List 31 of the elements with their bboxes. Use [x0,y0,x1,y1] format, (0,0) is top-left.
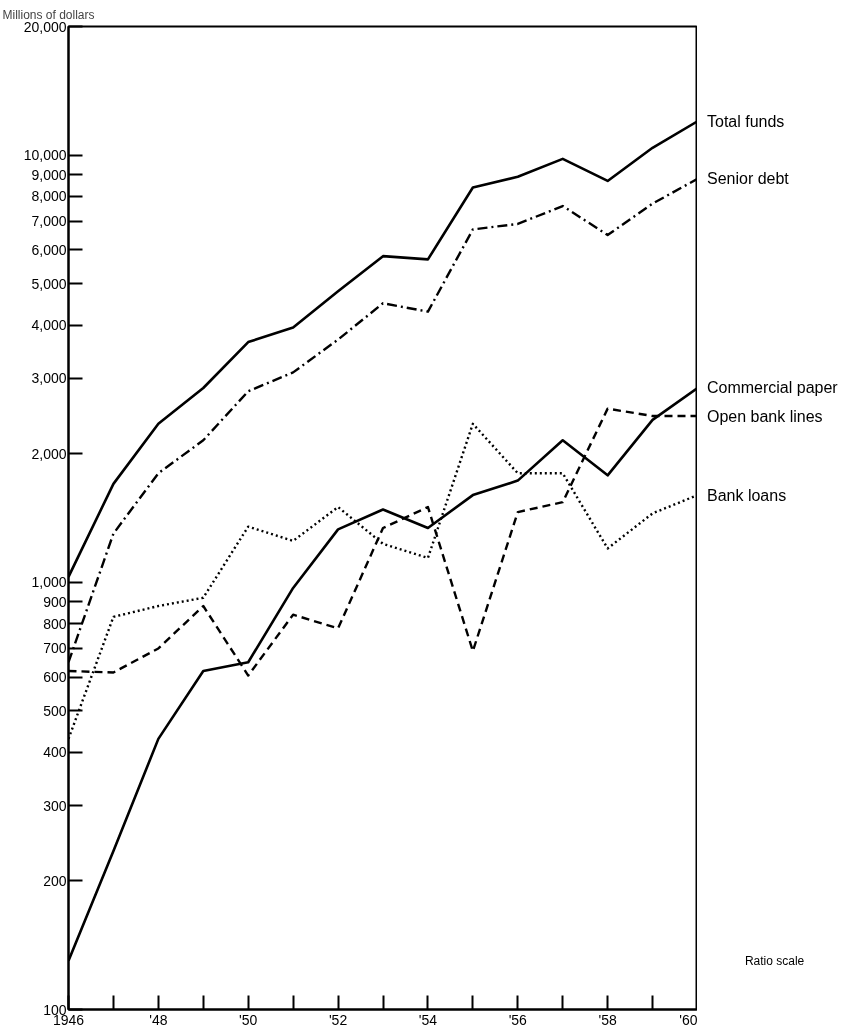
y-tick-label: 2,000 [31,445,67,462]
series-label: Bank loans [706,486,787,504]
y-tick-label: 700 [43,640,67,657]
y-tick-label: 9,000 [31,166,67,183]
x-tick-label: '48 [149,1011,168,1028]
y-tick-label: 6,000 [31,241,67,258]
y-tick-label: 400 [43,744,67,761]
y-tick-label: 600 [43,669,67,686]
y-tick-label: 300 [43,797,67,814]
series-label: Total funds [706,112,785,130]
text: Ratio scale [744,953,805,968]
x-tick-label: '54 [418,1011,438,1028]
y-tick-label: 4,000 [31,317,67,334]
y-tick-label: 900 [43,593,67,610]
y-tick-label: 500 [43,702,67,719]
y-tick-label: 8,000 [31,188,67,205]
x-tick-label: '52 [328,1011,348,1028]
x-tick-label: '50 [239,1011,258,1028]
y-tick-label: 3,000 [31,370,67,387]
y-tick-label: 200 [43,872,67,889]
series-label: Open bank lines [706,407,823,425]
y-tick-label: 10,000 [23,147,67,164]
y-tick-label: 800 [43,615,67,632]
y-tick-label: 5,000 [31,275,67,292]
y-tick-label: 7,000 [31,213,67,230]
x-tick-label: '60 [679,1011,698,1028]
x-tick-label: '56 [508,1011,528,1028]
y-tick-label: 1,000 [31,574,67,591]
series-label: Senior debt [706,170,790,188]
series-label: Commercial paper [706,379,839,397]
x-tick-label: '58 [598,1011,617,1028]
